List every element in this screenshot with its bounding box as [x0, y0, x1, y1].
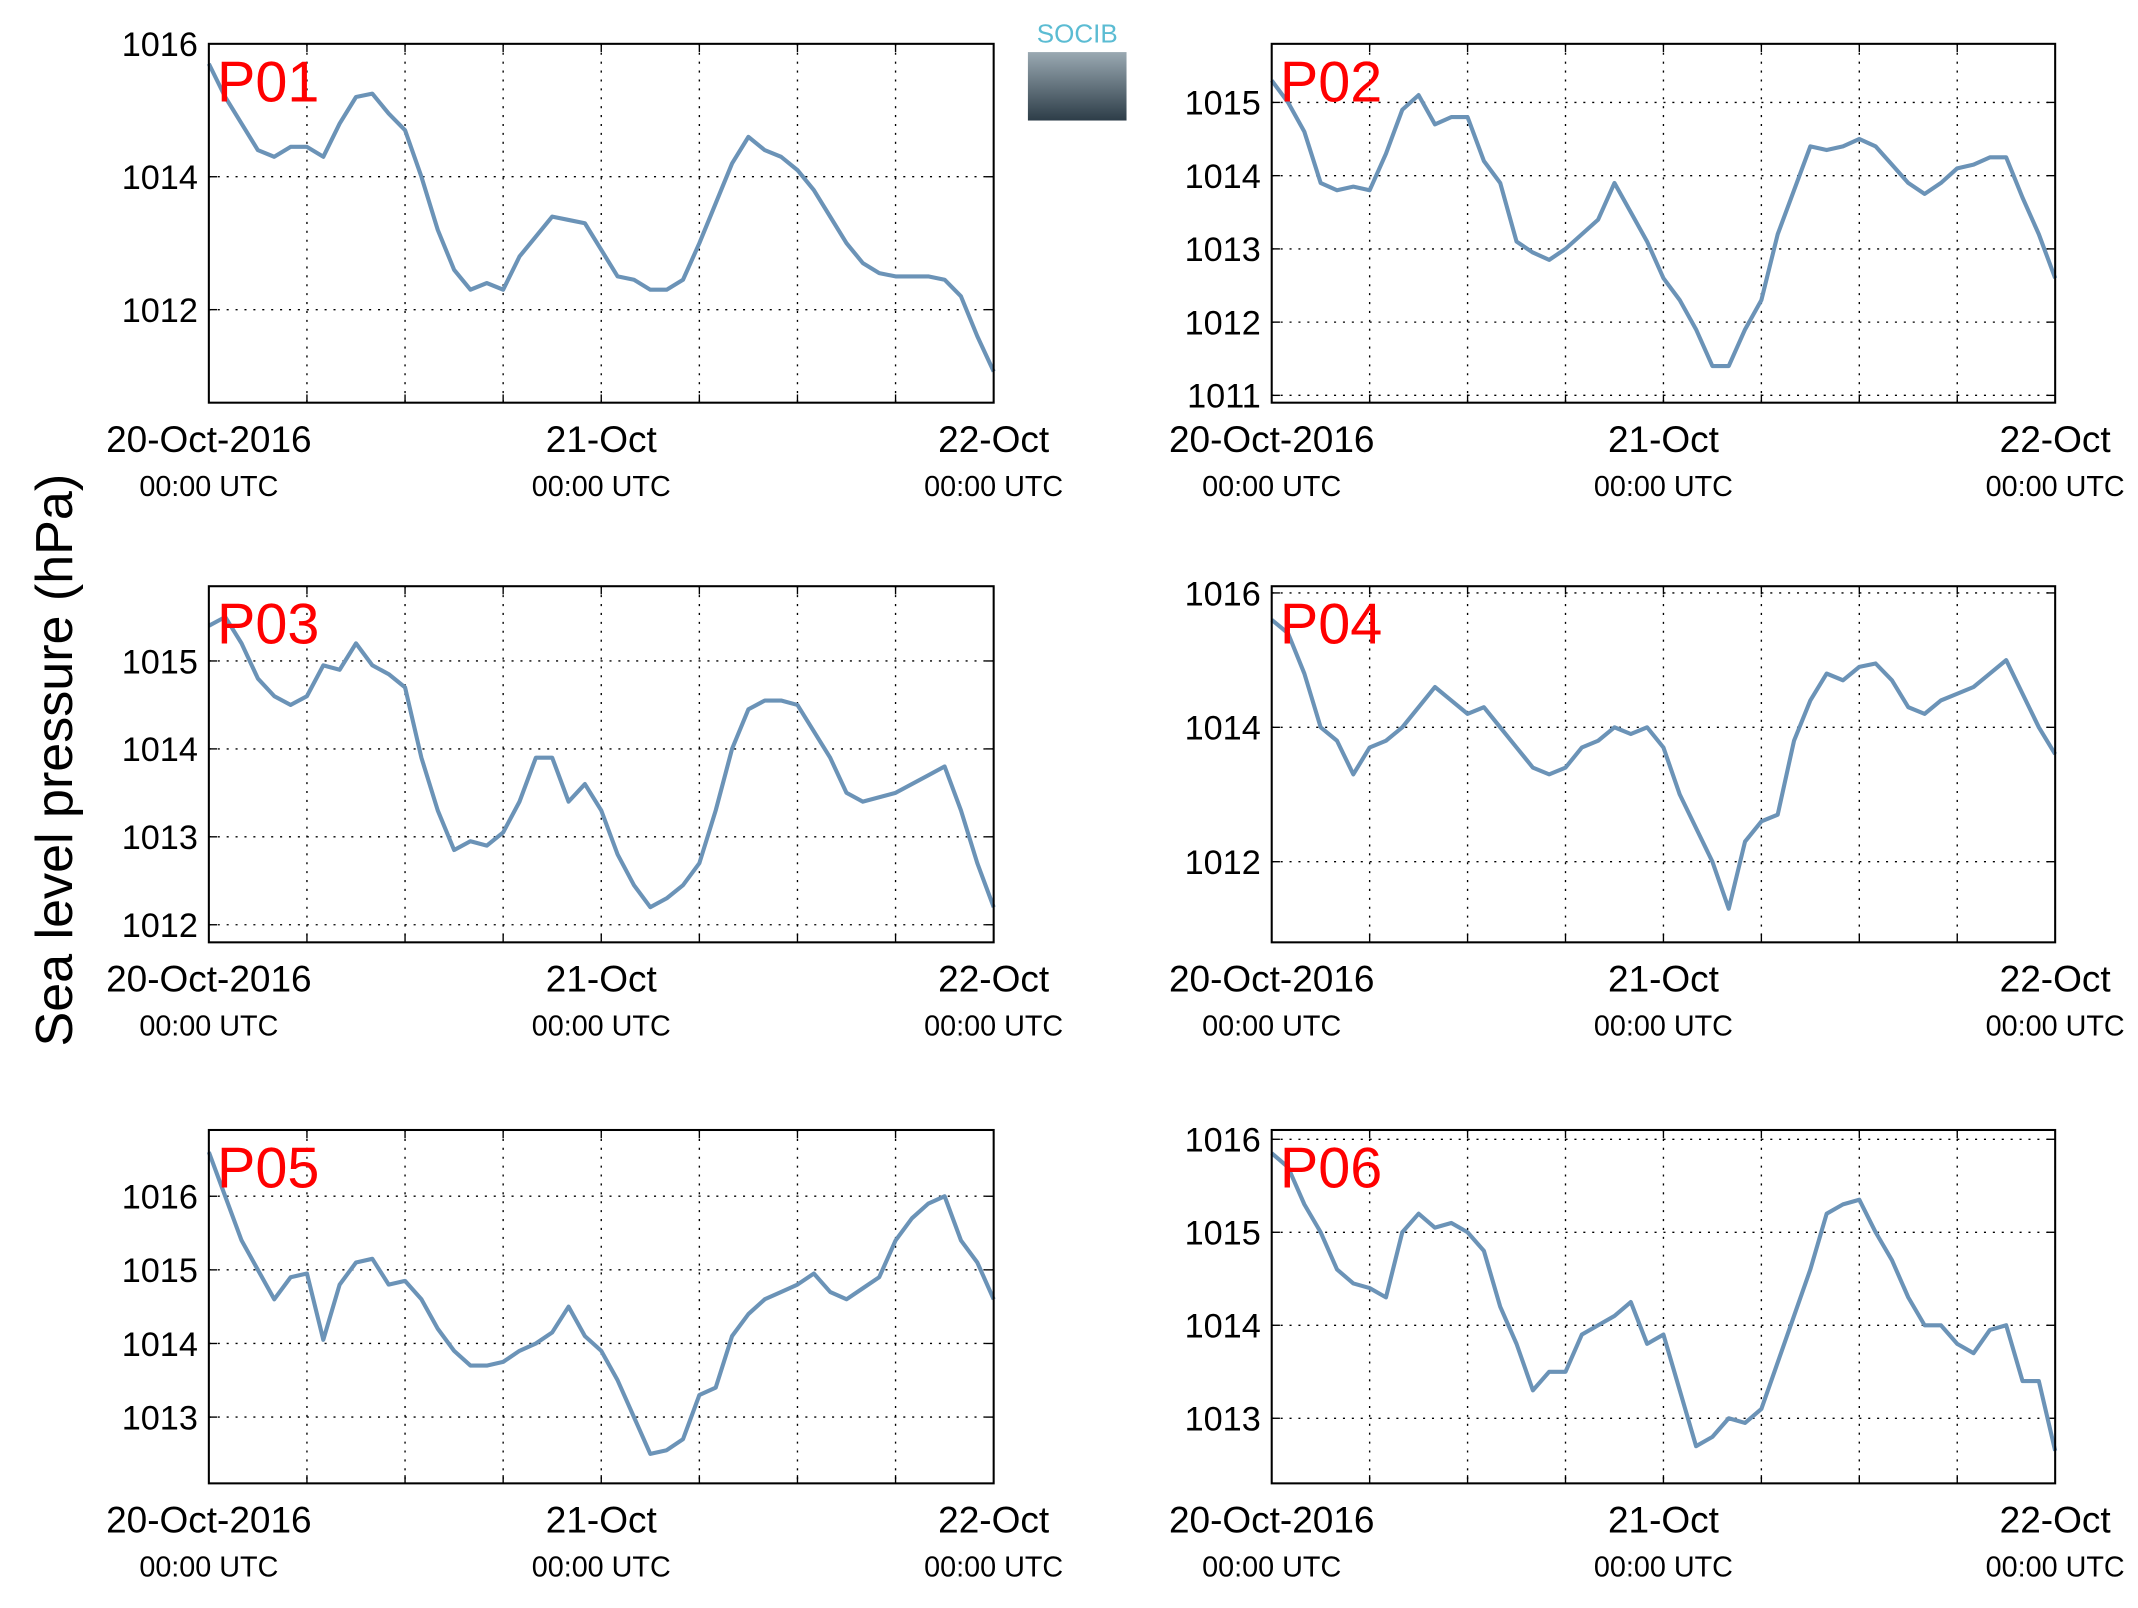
- subplot: 1011 1012 1013 1014 1015 20-Oct-2016 00:00 UTC…: [1169, 42, 2125, 503]
- x-tick-sublabel: 00:00 UTC: [1202, 1010, 1341, 1042]
- logo-box: [1027, 52, 1127, 121]
- x-tick-label: 21-Oct: [1608, 1500, 1719, 1541]
- x-tick-label: 20-Oct-2016: [106, 419, 312, 460]
- data-line: [206, 1151, 996, 1456]
- x-tick-sublabel: 00:00 UTC: [532, 471, 671, 503]
- panel-title: P04: [1280, 593, 1382, 657]
- x-tick-sublabel: 00:00 UTC: [1594, 1551, 1733, 1583]
- y-tick-label: 1014: [122, 159, 198, 197]
- y-tick-label: 1012: [1185, 844, 1261, 882]
- x-tick-sublabel: 00:00 UTC: [1594, 471, 1733, 503]
- x-tick-label: 20-Oct-2016: [106, 1500, 312, 1541]
- x-tick-sublabel: 00:00 UTC: [532, 1010, 671, 1042]
- x-tick-label: 22-Oct: [2000, 1500, 2111, 1541]
- subplot: 1013 1014 1015 1016 20-Oct-2016 00:00 UTC 21-O…: [1169, 1122, 2125, 1584]
- panel-title: P05: [217, 1137, 319, 1201]
- y-tick-label: 1015: [122, 643, 198, 681]
- y-tick-label: 1013: [122, 819, 198, 857]
- x-tick-sublabel: 00:00 UTC: [1986, 1010, 2125, 1042]
- plot-frame: [1270, 1128, 2057, 1485]
- x-tick-sublabel: 00:00 UTC: [139, 1551, 278, 1583]
- y-tick-label: 1016: [1185, 1122, 1261, 1160]
- y-tick-label: 1016: [122, 26, 198, 64]
- subplot: 1013 1014 1015 1016 20-Oct-2016 00:00 UTC 21-O…: [106, 1128, 1063, 1583]
- plot-frame: [207, 585, 995, 944]
- logo: SOCIB: [1027, 18, 1127, 121]
- logo-top: [1027, 19, 1127, 53]
- x-tick-label: 20-Oct-2016: [1169, 1500, 1375, 1541]
- data-line: [1270, 1151, 2058, 1452]
- plot-frame: [1270, 42, 2057, 404]
- x-tick-label: 22-Oct: [938, 1500, 1049, 1541]
- data-line: [207, 614, 996, 910]
- y-tick-label: 1016: [122, 1179, 198, 1217]
- y-tick-label: 1015: [122, 1252, 198, 1290]
- x-tick-label: 22-Oct: [938, 959, 1049, 1000]
- y-tick-label: 1012: [122, 907, 198, 945]
- x-tick-label: 22-Oct: [938, 419, 1049, 460]
- x-tick-sublabel: 00:00 UTC: [139, 471, 278, 503]
- panel-title: P03: [217, 593, 319, 657]
- x-tick-label: 21-Oct: [1608, 419, 1719, 460]
- y-tick-label: 1015: [1185, 1215, 1261, 1253]
- plot-frame: [1270, 585, 2057, 944]
- x-tick-label: 20-Oct-2016: [106, 959, 312, 1000]
- y-tick-label: 1012: [1185, 304, 1261, 342]
- x-tick-sublabel: 00:00 UTC: [1202, 1551, 1341, 1583]
- x-tick-sublabel: 00:00 UTC: [1986, 471, 2125, 503]
- x-tick-label: 21-Oct: [1608, 959, 1719, 1000]
- x-tick-sublabel: 00:00 UTC: [1986, 1551, 2125, 1583]
- y-axis-label: Sea level pressure (hPa): [26, 474, 84, 1047]
- panel-title: P01: [217, 50, 319, 114]
- data-line: [207, 62, 996, 373]
- y-tick-label: 1013: [122, 1399, 198, 1437]
- y-tick-label: 1014: [1185, 158, 1261, 196]
- y-tick-label: 1013: [1185, 1401, 1261, 1439]
- x-tick-label: 20-Oct-2016: [1169, 959, 1375, 1000]
- subplot: 1012 1013 1014 1015 20-Oct-2016 00:00 UTC 21-O…: [106, 585, 1063, 1042]
- y-tick-label: 1015: [1185, 85, 1261, 123]
- data-line: [1270, 79, 2058, 369]
- plot-frame: [207, 1128, 995, 1485]
- subplot: 1012 1014 1016 20-Oct-2016 00:00 UTC 21-Oct 00…: [1169, 575, 2125, 1042]
- y-tick-label: 1012: [122, 292, 198, 330]
- panel-title: P06: [1280, 1137, 1382, 1201]
- y-tick-label: 1014: [122, 731, 198, 769]
- x-tick-sublabel: 00:00 UTC: [532, 1551, 671, 1583]
- y-tick-label: 1011: [1187, 378, 1261, 416]
- x-tick-sublabel: 00:00 UTC: [1594, 1010, 1733, 1042]
- x-tick-sublabel: 00:00 UTC: [924, 471, 1063, 503]
- logo-text: SOCIB: [1037, 18, 1118, 48]
- x-tick-sublabel: 00:00 UTC: [139, 1010, 278, 1042]
- data-line: [1270, 618, 2057, 911]
- y-tick-label: 1014: [1185, 710, 1261, 748]
- y-tick-label: 1014: [122, 1326, 198, 1364]
- subplot: 1012 1014 1016 20-Oct-2016 00:00 UTC 21-Oct 00…: [106, 26, 1063, 503]
- x-tick-label: 21-Oct: [546, 1500, 657, 1541]
- x-tick-sublabel: 00:00 UTC: [1202, 471, 1341, 503]
- x-tick-sublabel: 00:00 UTC: [924, 1551, 1063, 1583]
- x-tick-label: 21-Oct: [546, 959, 657, 1000]
- y-tick-label: 1016: [1185, 575, 1261, 613]
- panel-title: P02: [1280, 50, 1382, 114]
- x-tick-label: 22-Oct: [2000, 419, 2111, 460]
- y-tick-label: 1014: [1185, 1308, 1261, 1346]
- plot-frame: [207, 42, 995, 404]
- x-tick-label: 20-Oct-2016: [1169, 419, 1375, 460]
- x-tick-sublabel: 00:00 UTC: [924, 1010, 1063, 1042]
- x-tick-label: 21-Oct: [546, 419, 657, 460]
- x-tick-label: 22-Oct: [2000, 959, 2111, 1000]
- y-tick-label: 1013: [1185, 231, 1261, 269]
